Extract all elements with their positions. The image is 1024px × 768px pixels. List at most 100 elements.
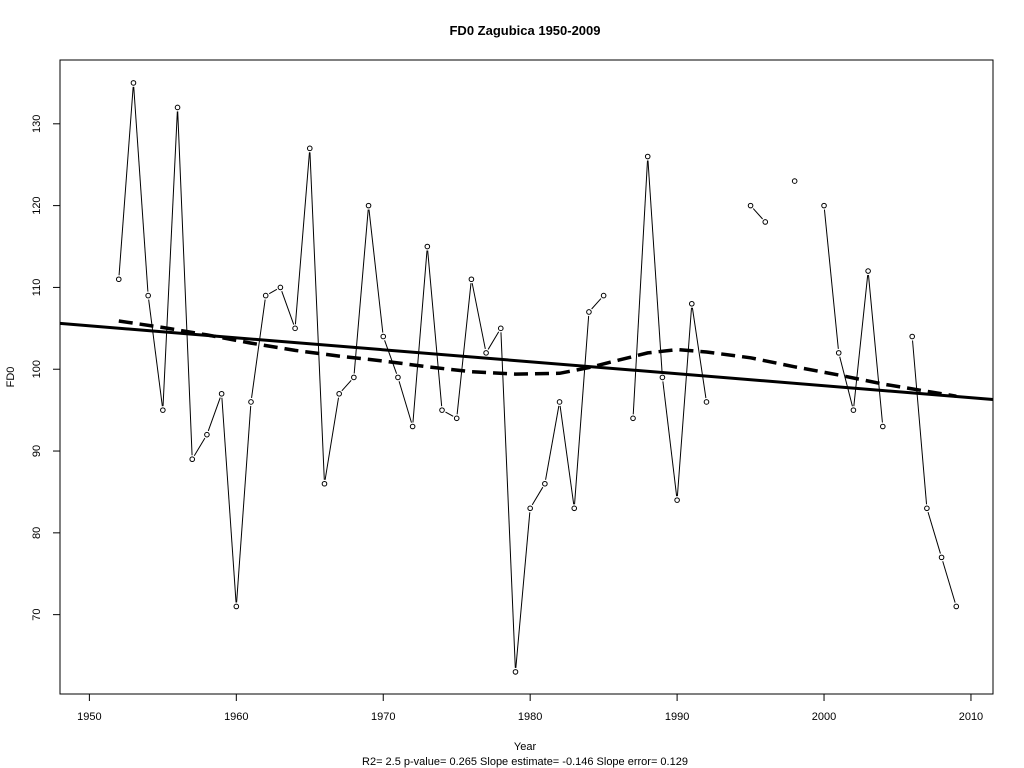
observed-segment [427, 250, 443, 407]
data-point [850, 407, 857, 413]
data-point [938, 554, 945, 561]
y-tick-label: 110 [31, 279, 43, 297]
data-point [380, 333, 387, 340]
x-tick-label: 1970 [371, 711, 395, 723]
x-tick-label: 1960 [224, 711, 248, 723]
observed-segment [398, 381, 412, 423]
data-point [233, 603, 240, 610]
y-axis: 70 80 90 100 110 120 130 [31, 115, 60, 621]
x-tick-label: 2010 [959, 711, 983, 723]
data-point [483, 350, 489, 356]
observed-segment [691, 307, 707, 399]
data-point [542, 480, 548, 487]
data-point [248, 399, 254, 405]
data-point [306, 145, 313, 152]
data-point [262, 292, 269, 299]
chart-title: FD0 Zagubica 1950-2009 [449, 23, 600, 38]
data-point [688, 300, 695, 307]
data-point [453, 415, 460, 422]
plot-frame [59, 59, 994, 695]
x-axis-label: Year [514, 741, 537, 753]
observed-segment [500, 332, 516, 668]
observed-segment [148, 299, 163, 407]
observed-segment [309, 152, 325, 480]
data-point [336, 390, 342, 397]
observed-segment [942, 561, 956, 603]
observed-segment [471, 283, 486, 350]
observed-segment [341, 380, 352, 392]
x-tick-label: 1990 [665, 711, 689, 723]
data-point [130, 80, 137, 86]
observed-segment [133, 86, 149, 292]
data-point [909, 333, 915, 340]
observed-segment [294, 152, 310, 325]
data-point [189, 456, 196, 463]
observed-segment [251, 299, 266, 399]
data-point [674, 497, 680, 503]
data-point [953, 603, 960, 610]
chart-subtitle: R2= 2.5 p-value= 0.265 Slope estimate= -… [362, 756, 688, 768]
y-tick-label: 120 [31, 196, 43, 214]
data-point [659, 374, 666, 381]
data-point [160, 407, 166, 413]
data-point [835, 350, 842, 356]
observed-segment [853, 274, 869, 407]
y-tick-label: 100 [31, 360, 43, 378]
observed-segment [177, 111, 193, 456]
data-point [439, 407, 445, 413]
observed-segment [647, 160, 663, 374]
data-point [556, 399, 563, 405]
y-axis-label: FD0 [5, 367, 17, 388]
observed-segment [281, 291, 295, 325]
linear-trend-series [59, 321, 994, 401]
data-point [321, 480, 328, 487]
data-point [512, 669, 519, 675]
data-point [924, 505, 930, 512]
data-point [351, 374, 357, 381]
observed-segment [368, 209, 384, 333]
data-point [145, 292, 151, 299]
observed-segment [412, 250, 428, 423]
observed-segment [456, 283, 472, 415]
observed-segment [574, 315, 590, 505]
data-point [468, 276, 475, 283]
data-point [409, 423, 416, 430]
observed-segment [384, 340, 398, 374]
observed-segment [118, 86, 134, 276]
data-point [497, 325, 504, 332]
observed-segment [207, 397, 221, 432]
trend-line [59, 321, 994, 401]
data-point [880, 423, 886, 430]
data-point [644, 153, 651, 160]
observed-segment [927, 511, 941, 554]
observed-segment [632, 160, 648, 415]
observed-segment [752, 208, 763, 220]
data-point [277, 284, 284, 291]
data-point [630, 415, 636, 422]
observed-segment [676, 307, 692, 497]
y-tick-label: 130 [31, 115, 43, 133]
y-tick-label: 70 [31, 609, 43, 621]
observed-segment [823, 209, 839, 349]
observed-segment [268, 288, 278, 295]
observed-segment [445, 411, 454, 417]
observed-segment [912, 340, 928, 505]
observed-segment [221, 397, 237, 603]
observed-segment [515, 512, 531, 668]
smoothed-line [118, 319, 957, 398]
data-point [424, 243, 431, 250]
data-point [703, 399, 710, 405]
data-point [600, 292, 607, 299]
data-point [218, 390, 225, 397]
x-tick-label: 1950 [77, 711, 101, 723]
observed-segment [193, 437, 206, 457]
observed-series [115, 80, 960, 675]
data-point [865, 268, 871, 274]
x-axis: 1950 1960 1970 1980 1990 2000 2010 [77, 694, 983, 723]
y-tick-label: 80 [31, 527, 43, 539]
observed-segment [162, 111, 178, 407]
observed-segment [236, 405, 252, 603]
data-point [174, 104, 181, 111]
data-point [115, 276, 122, 283]
